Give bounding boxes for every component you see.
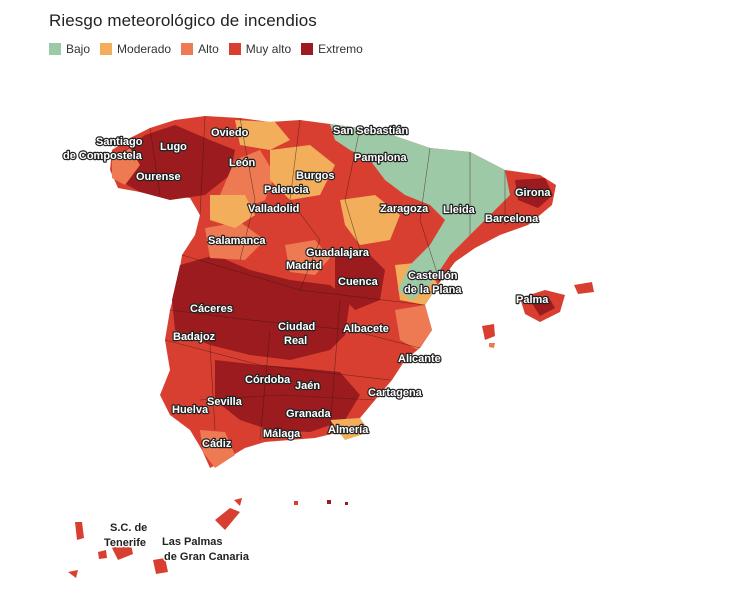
city-label-huelva: Huelva <box>172 404 209 416</box>
city-label-valladolid: Valladolid <box>248 203 299 215</box>
legend-item-alto: Alto <box>181 42 219 56</box>
gran-canaria-island <box>153 558 168 574</box>
bajo-northeast <box>330 124 510 300</box>
extremo-south <box>215 360 360 432</box>
city-label-oviedo: Oviedo <box>211 127 249 139</box>
moderado-asturias <box>235 120 290 150</box>
moderado-almeria <box>330 418 370 440</box>
legend: Bajo Moderado Alto Muy alto Extremo <box>49 42 363 56</box>
city-label-granada: Granada <box>286 408 332 420</box>
alto-madrid <box>285 240 330 275</box>
city-label-santiago: Santiago <box>96 136 143 148</box>
alto-cadiz <box>200 430 235 468</box>
legend-label: Muy alto <box>245 42 292 56</box>
city-label-badajoz: Badajoz <box>173 331 216 343</box>
city-label-albacete: Albacete <box>343 323 389 335</box>
tenerife-island <box>112 540 133 560</box>
city-label-sevilla: Sevilla <box>207 396 243 408</box>
legend-label: Bajo <box>66 42 91 56</box>
city-label-almeria: Almería <box>328 424 369 436</box>
legend-item-muy-alto: Muy alto <box>228 42 292 56</box>
formentera-island <box>489 343 495 348</box>
city-label-madrid: Madrid <box>286 260 322 272</box>
province-borders <box>149 115 506 441</box>
extremo-northwest <box>118 125 235 200</box>
legend-label: Extremo <box>318 42 363 56</box>
city-label-palencia: Palencia <box>264 184 310 196</box>
city-label-alicante: Alicante <box>398 353 441 365</box>
city-label-castellon: Castellón <box>408 270 458 282</box>
extremo-center-west <box>172 255 350 360</box>
city-label-lleida: Lleida <box>443 204 476 216</box>
city-label-guadalajara: Guadalajara <box>306 247 370 259</box>
city-label-ciudad: Ciudad <box>278 321 315 333</box>
city-label-ourense: Ourense <box>136 171 181 183</box>
alto-salamanca <box>205 222 265 260</box>
city-label-cartagena: Cartagena <box>368 387 423 399</box>
city-label-pamplona: Pamplona <box>354 152 407 164</box>
city-label-lugo: Lugo <box>160 141 187 153</box>
fuerteventura-island <box>215 508 240 530</box>
city-label-leon: León <box>229 157 256 169</box>
city-label-de-la-plana: de la Plana <box>404 284 462 296</box>
map-title: Riesgo meteorológico de incendios <box>49 11 317 30</box>
lanzarote-island <box>234 498 242 506</box>
extremo-east-center <box>335 250 385 310</box>
city-label-cordoba: Córdoba <box>245 374 291 386</box>
melilla-dot <box>327 500 331 504</box>
city-label-compostela: de Compostela <box>63 150 143 162</box>
ibiza-island <box>482 324 495 340</box>
moderado-burgos <box>270 145 335 200</box>
city-label-salamanca: Salamanca <box>208 235 266 247</box>
city-label-cadiz: Cádiz <box>202 438 232 450</box>
legend-item-moderado: Moderado <box>100 42 171 56</box>
legend-label: Alto <box>198 42 219 56</box>
legend-swatch-bajo <box>49 43 61 55</box>
legend-swatch-alto <box>181 43 194 55</box>
alboran-dot <box>345 502 348 505</box>
el-hierro-island <box>68 570 78 578</box>
city-label-sc-de: S.C. de <box>110 522 147 534</box>
city-label-tenerife: Tenerife <box>104 537 146 549</box>
legend-item-extremo: Extremo <box>301 42 363 56</box>
city-label-burgos: Burgos <box>296 170 335 182</box>
city-label-san-sebastian: San Sebastián <box>333 125 408 137</box>
city-label-barcelona: Barcelona <box>485 213 539 225</box>
legend-swatch-extremo <box>301 43 314 55</box>
city-label-jaen: Jaén <box>295 380 320 392</box>
extremo-girona <box>515 178 553 208</box>
legend-label: Moderado <box>117 42 172 56</box>
city-label-real: Real <box>284 335 307 347</box>
legend-item-bajo: Bajo <box>49 42 90 56</box>
menorca-island <box>574 282 594 294</box>
mallorca-extremo <box>530 296 555 316</box>
city-label-cuenca: Cuenca <box>338 276 379 288</box>
city-label-girona: Girona <box>515 187 551 199</box>
city-label-palma: Palma <box>516 294 549 306</box>
city-label-malaga: Málaga <box>263 428 301 440</box>
city-label-caceres: Cáceres <box>190 303 233 315</box>
la-gomera-island <box>98 550 107 559</box>
alto-northwest <box>112 148 140 185</box>
legend-swatch-muy-alto <box>228 43 241 55</box>
city-label-gran-canaria: de Gran Canaria <box>164 551 250 563</box>
city-label-las-palmas: Las Palmas <box>162 536 223 548</box>
moderado-valladolid <box>210 195 255 228</box>
alto-levante <box>395 305 432 350</box>
la-palma-island <box>75 522 84 540</box>
ceuta-dot <box>294 501 298 505</box>
legend-swatch-moderado <box>100 43 113 55</box>
city-label-zaragoza: Zaragoza <box>380 203 429 215</box>
